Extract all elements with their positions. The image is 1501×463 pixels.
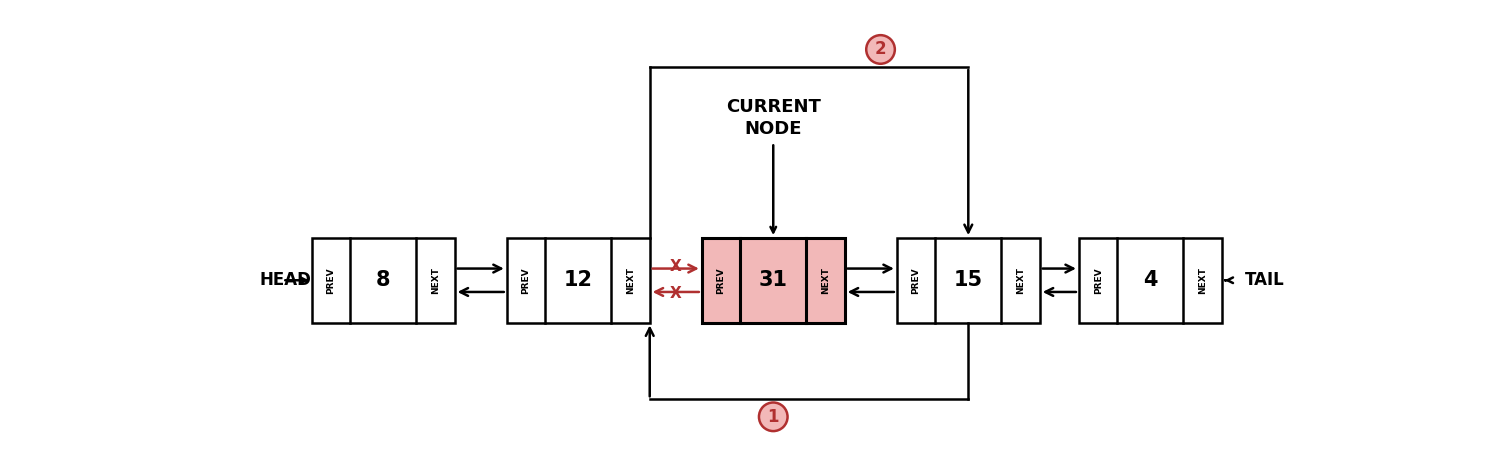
Text: NEXT: NEXT	[821, 267, 830, 294]
Text: PREV: PREV	[716, 267, 725, 294]
Text: 2: 2	[875, 40, 887, 58]
Text: PREV: PREV	[326, 267, 335, 294]
Text: PREV: PREV	[521, 267, 530, 294]
Text: NEXT: NEXT	[1198, 267, 1207, 294]
Text: 12: 12	[564, 270, 593, 290]
FancyBboxPatch shape	[702, 238, 845, 323]
Text: TAIL: TAIL	[1244, 271, 1285, 289]
Text: NEXT: NEXT	[431, 267, 440, 294]
Text: X: X	[669, 287, 681, 301]
Text: 31: 31	[758, 270, 788, 290]
Text: X: X	[669, 259, 681, 274]
Text: NEXT: NEXT	[1016, 267, 1025, 294]
FancyBboxPatch shape	[1079, 238, 1222, 323]
Text: PREV: PREV	[1094, 267, 1103, 294]
Text: 1: 1	[767, 408, 779, 426]
Text: HEAD: HEAD	[260, 271, 312, 289]
Text: 15: 15	[953, 270, 983, 290]
FancyBboxPatch shape	[896, 238, 1040, 323]
Circle shape	[866, 35, 895, 64]
Text: 4: 4	[1144, 270, 1157, 290]
Text: PREV: PREV	[911, 267, 920, 294]
FancyBboxPatch shape	[507, 238, 650, 323]
FancyBboxPatch shape	[312, 238, 455, 323]
Text: 8: 8	[375, 270, 390, 290]
Text: NEXT: NEXT	[626, 267, 635, 294]
Text: CURRENT
NODE: CURRENT NODE	[726, 98, 821, 138]
Circle shape	[760, 402, 788, 431]
